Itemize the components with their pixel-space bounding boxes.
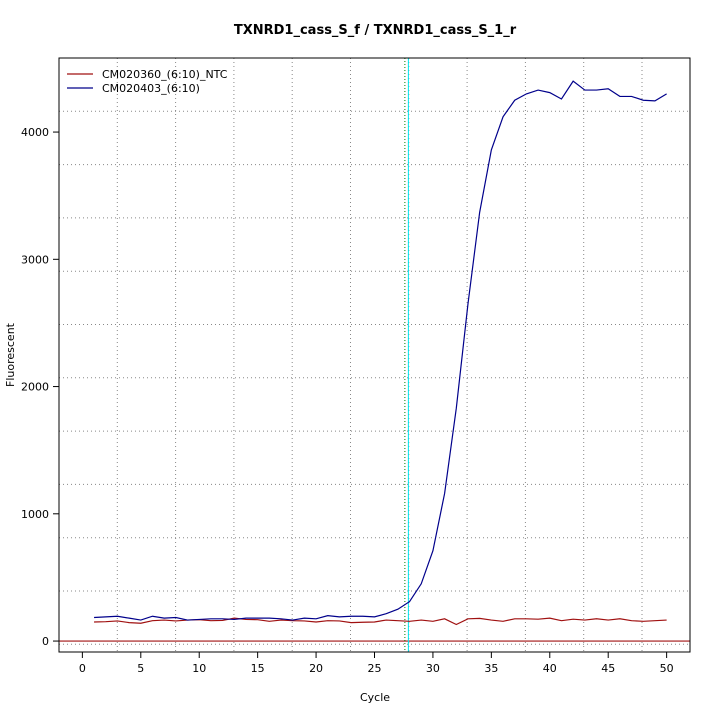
legend-label: CM020360_(6:10)_NTC: [102, 68, 228, 81]
x-tick-label: 10: [192, 662, 206, 675]
legend-label: CM020403_(6:10): [102, 82, 200, 95]
chart-title: TXNRD1_cass_S_f / TXNRD1_cass_S_1_r: [234, 23, 517, 38]
x-axis-label: Cycle: [360, 691, 390, 704]
x-tick-label: 5: [137, 662, 144, 675]
x-tick-label: 40: [543, 662, 557, 675]
y-tick-label: 1000: [21, 508, 49, 521]
series-line: [94, 80, 667, 621]
x-tick-label: 25: [368, 662, 382, 675]
x-tick-label: 45: [601, 662, 615, 675]
x-tick-label: 0: [79, 662, 86, 675]
y-axis-label: Fluorescent: [4, 322, 17, 387]
x-tick-label: 15: [251, 662, 265, 675]
x-tick-label: 20: [309, 662, 323, 675]
y-tick-label: 4000: [21, 126, 49, 139]
x-tick-label: 50: [660, 662, 674, 675]
y-tick-label: 0: [42, 635, 49, 648]
x-tick-label: 35: [484, 662, 498, 675]
y-tick-label: 3000: [21, 253, 49, 266]
y-tick-label: 2000: [21, 381, 49, 394]
plot-frame: [58, 57, 691, 653]
x-tick-label: 30: [426, 662, 440, 675]
